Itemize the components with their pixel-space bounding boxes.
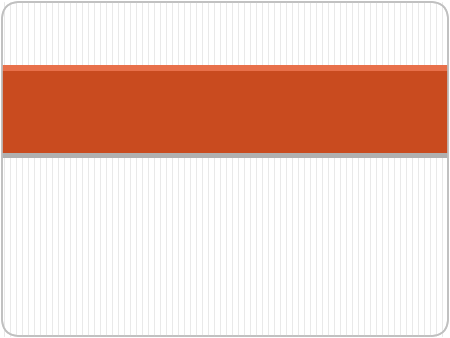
Bar — [2, 65, 448, 71]
Bar — [2, 153, 448, 158]
FancyBboxPatch shape — [2, 2, 448, 336]
Bar — [2, 71, 448, 153]
